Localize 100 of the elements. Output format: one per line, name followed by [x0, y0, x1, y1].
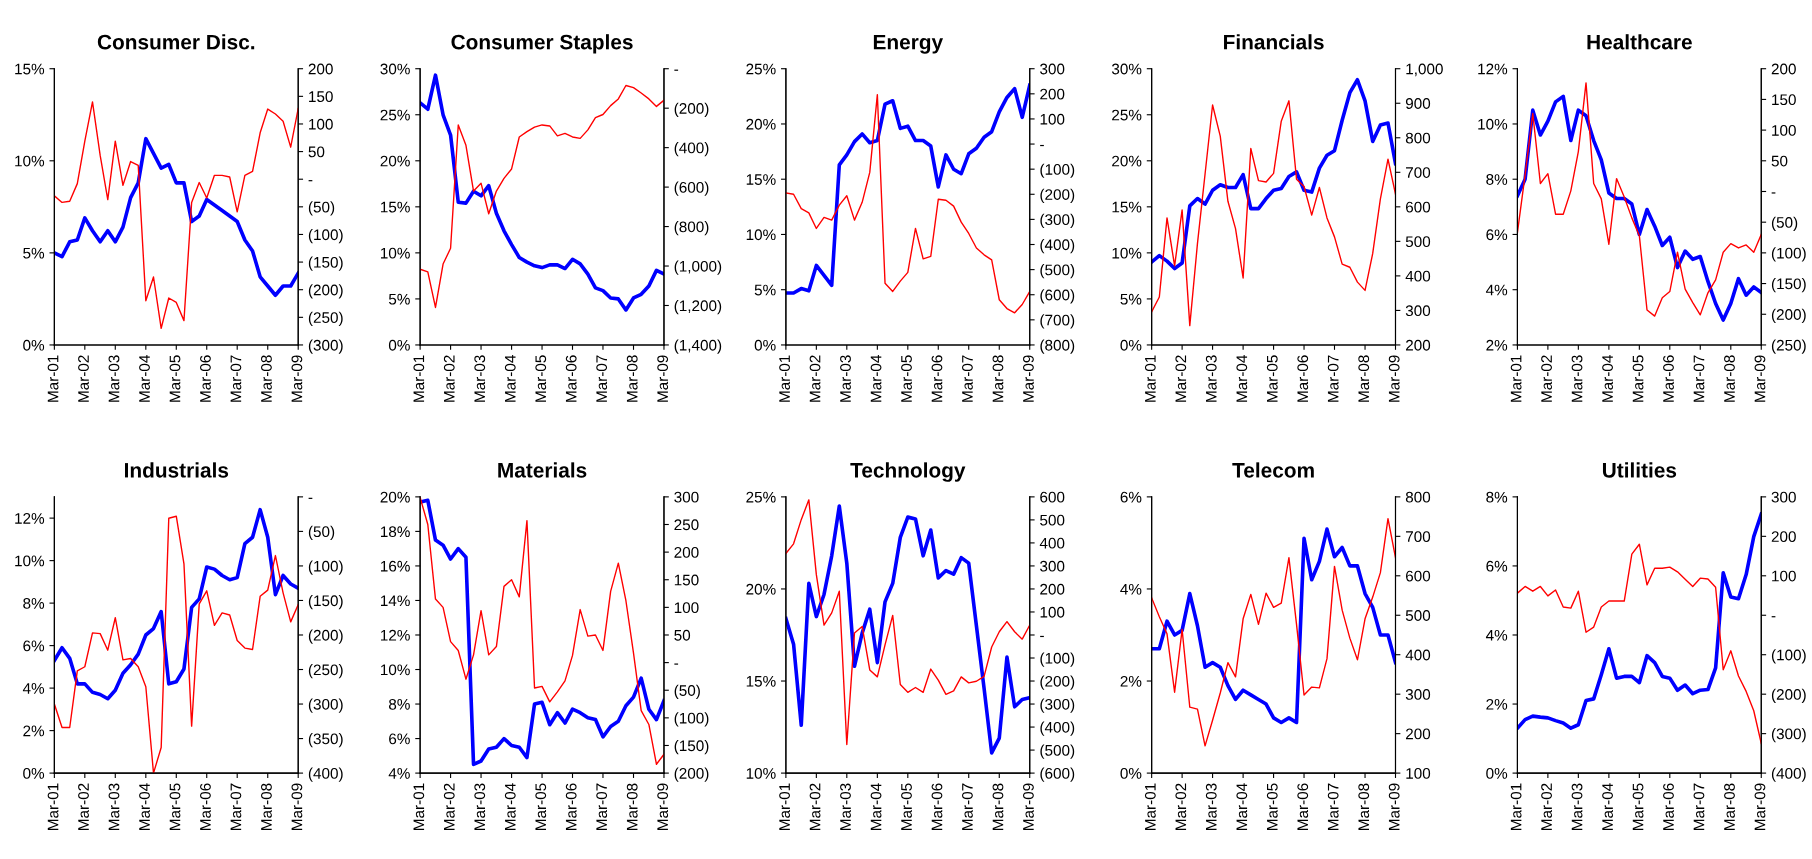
x-tick-label: Mar-09 — [1754, 783, 1766, 830]
y-tick-label: 18% — [380, 526, 410, 538]
x-tick-label: Mar-02 — [1541, 783, 1552, 830]
y-tick-label: 0% — [754, 339, 776, 351]
x-tick-label: Mar-03 — [108, 783, 120, 830]
x-tick-label: Mar-07 — [1693, 355, 1705, 402]
y-tick-label: 20% — [1112, 155, 1142, 167]
x-tick-label: Mar-05 — [1266, 355, 1278, 402]
x-tick-label: Mar-05 — [535, 783, 547, 830]
y2-tick-label: - — [308, 180, 313, 182]
y2-tick-label: (100) — [1040, 652, 1075, 667]
chart-title: Financials — [1224, 34, 1324, 50]
y2-tick-label: 150 — [1772, 94, 1796, 106]
x-tick-label: Mar-03 — [1571, 783, 1583, 830]
y2-tick-label: (250) — [308, 663, 343, 679]
y2-tick-label: (300) — [1771, 728, 1806, 743]
y2-tick-label: (100) — [1771, 649, 1806, 664]
y-tick-label: 25% — [746, 491, 776, 503]
x-tick-label: Mar-06 — [1297, 355, 1309, 402]
y-tick-label: 5% — [1120, 293, 1142, 305]
x-tick-label: Mar-08 — [626, 783, 638, 830]
y2-tick-label: (50) — [308, 201, 335, 216]
y-tick-label: 6% — [389, 733, 410, 745]
chart-title: Energy — [873, 34, 944, 54]
y2-tick-label: 300 — [1040, 560, 1065, 572]
x-tick-label: Mar-05 — [1632, 355, 1644, 402]
y2-tick-label: - — [1771, 616, 1776, 618]
y-tick-label: 8% — [1486, 491, 1508, 503]
x-tick-label: Mar-07 — [596, 355, 608, 402]
y2-tick-label: 1,000 — [1406, 63, 1443, 77]
x-tick-label: Mar-01 — [47, 783, 59, 830]
x-tick-label: Mar-06 — [1663, 783, 1674, 830]
y2-tick-label: 300 — [1040, 63, 1065, 75]
x-tick-label: Mar-02 — [1541, 355, 1552, 402]
x-tick-label: Mar-03 — [474, 783, 486, 830]
y-tick-label: 2% — [1120, 675, 1142, 687]
y2-tick-label: 100 — [309, 118, 333, 130]
line-series — [54, 507, 299, 701]
y-tick-label: 10% — [1112, 247, 1142, 259]
y2-tick-label: (200) — [308, 629, 343, 644]
y-tick-label: 10% — [15, 155, 45, 167]
y2-tick-label: 200 — [674, 546, 699, 558]
y2-tick-label: (350) — [308, 733, 343, 748]
x-tick-label: Mar-07 — [1327, 783, 1339, 830]
y-tick-label: 8% — [23, 597, 45, 609]
x-tick-label: Mar-01 — [779, 355, 790, 402]
y2-tick-label: (600) — [674, 181, 709, 196]
x-tick-label: Mar-02 — [443, 783, 455, 830]
x-tick-label: Mar-02 — [809, 783, 821, 830]
y2-tick-label: 200 — [1040, 88, 1065, 100]
x-tick-label: Mar-05 — [169, 783, 181, 830]
y2-tick-label: 600 — [1406, 201, 1431, 213]
y2-tick-label: (500) — [1040, 744, 1075, 759]
y2-tick-label: (100) — [674, 712, 709, 727]
x-tick-label: Mar-01 — [1144, 355, 1156, 402]
y2-tick-label: (400) — [308, 767, 343, 782]
x-tick-label: Mar-05 — [1266, 783, 1278, 830]
y2-tick-label: - — [674, 663, 679, 665]
line-series — [54, 136, 299, 298]
y-tick-label: 8% — [1486, 174, 1508, 185]
y2-tick-label: 100 — [1772, 124, 1796, 136]
x-tick-label: Mar-08 — [1358, 355, 1370, 402]
y2-tick-label: (50) — [674, 684, 700, 699]
y-tick-label: 6% — [1120, 491, 1142, 503]
y2-tick-label: 250 — [674, 519, 699, 531]
x-tick-label: Mar-08 — [992, 783, 1004, 830]
y-tick-label: 14% — [380, 595, 410, 607]
x-tick-label: Mar-09 — [1023, 355, 1034, 402]
x-tick-label: Mar-09 — [657, 355, 669, 402]
x-tick-label: Mar-07 — [230, 355, 242, 402]
y2-tick-label: - — [674, 69, 679, 71]
x-tick-label: Mar-03 — [1205, 783, 1217, 830]
x-tick-label: Mar-06 — [931, 355, 943, 402]
x-tick-label: Mar-01 — [47, 355, 59, 402]
y2-tick-label: (200) — [1771, 688, 1806, 703]
y2-tick-label: 500 — [1405, 236, 1431, 248]
y2-tick-label: 400 — [1405, 270, 1431, 282]
y2-tick-label: (200) — [674, 102, 709, 117]
y2-tick-label: (300) — [1040, 698, 1075, 713]
y2-tick-label: 700 — [1406, 167, 1431, 178]
x-tick-label: Mar-04 — [1602, 355, 1613, 402]
y2-tick-label: 100 — [1040, 113, 1065, 125]
chart-title: Consumer Staples — [451, 34, 633, 54]
y2-tick-label: (150) — [674, 739, 709, 755]
x-tick-label: Mar-02 — [443, 355, 455, 402]
x-tick-label: Mar-07 — [596, 783, 608, 830]
x-tick-label: Mar-02 — [809, 355, 821, 402]
y-tick-label: 15% — [746, 675, 776, 687]
y-tick-label: 15% — [746, 174, 776, 185]
y2-tick-label: (150) — [1771, 278, 1806, 293]
y2-tick-label: - — [1040, 144, 1044, 147]
y2-tick-label: (1,400) — [674, 339, 722, 354]
y-tick-label: 4% — [1120, 583, 1142, 595]
y2-tick-label: 300 — [674, 491, 699, 503]
y2-tick-label: 150 — [674, 574, 699, 586]
y-tick-label: 8% — [388, 698, 410, 710]
y2-tick-label: (200) — [1040, 675, 1075, 690]
y-tick-label: 6% — [1486, 560, 1508, 572]
y2-tick-label: (500) — [1040, 264, 1075, 279]
x-tick-label: Mar-01 — [413, 783, 425, 830]
